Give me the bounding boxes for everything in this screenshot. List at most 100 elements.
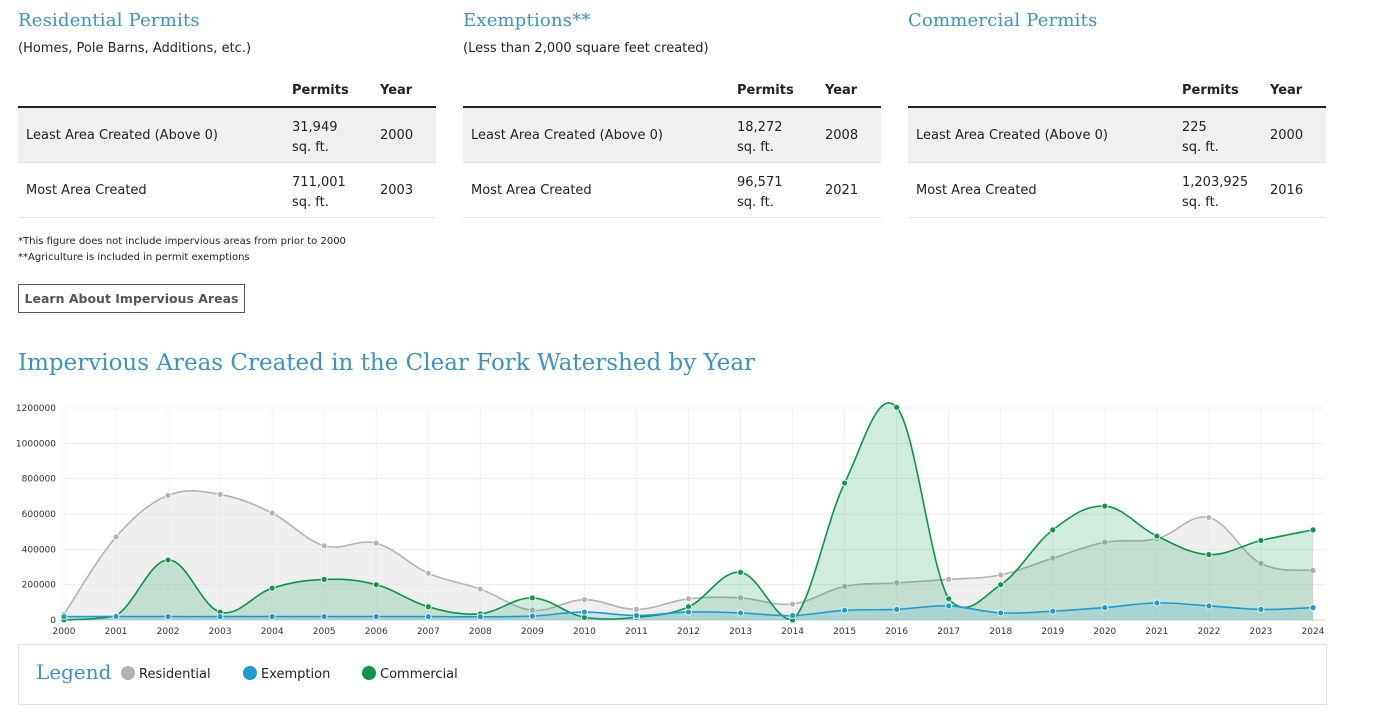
exemption-point xyxy=(216,613,224,621)
permits-unit: sq. ft. xyxy=(1182,140,1219,155)
row-permits: 96,571 sq. ft. xyxy=(737,173,783,213)
x-tick-label: 2008 xyxy=(469,627,492,637)
residential-point xyxy=(893,579,901,587)
residential-point xyxy=(1205,514,1213,521)
table-row: Least Area Created (Above 0) 225 sq. ft.… xyxy=(908,108,1326,163)
row-permits: 31,949 sq. ft. xyxy=(292,118,338,158)
table-row: Most Area Created 96,571 sq. ft. 2021 xyxy=(463,163,881,218)
residential-point xyxy=(216,490,224,498)
permits-unit: sq. ft. xyxy=(1182,195,1219,210)
row-label: Least Area Created (Above 0) xyxy=(471,128,663,143)
x-tick-label: 2020 xyxy=(1093,627,1116,637)
x-tick-label: 2012 xyxy=(677,627,700,637)
row-label: Most Area Created xyxy=(26,183,147,198)
row-label: Most Area Created xyxy=(916,183,1037,198)
x-tick-label: 2004 xyxy=(261,627,284,637)
x-tick-label: 2018 xyxy=(989,627,1012,637)
exemption-point xyxy=(997,609,1005,617)
commercial-point xyxy=(1153,532,1161,540)
exemption-point xyxy=(372,613,380,621)
axis-labels: 0 200000 400000 600000 800000 1000000 1200000 2… xyxy=(16,404,1325,637)
permits-table: Permits Year Least Area Created (Above 0… xyxy=(18,78,436,218)
table-header: Permits Year xyxy=(463,78,881,108)
legend-item-exemption[interactable]: Exemption xyxy=(243,666,330,682)
header-year: Year xyxy=(380,83,413,98)
exemption-point xyxy=(1257,605,1265,613)
exemption-point xyxy=(945,602,953,610)
grid-lines xyxy=(63,407,1325,624)
y-tick-label: 200000 xyxy=(22,581,57,591)
panel-title: Residential Permits xyxy=(18,10,200,31)
residential-point xyxy=(581,596,588,604)
permits-value: 1,203,925 xyxy=(1182,175,1249,190)
x-tick-label: 2010 xyxy=(573,627,596,637)
x-tick-label: 2000 xyxy=(53,627,76,637)
exemption-point xyxy=(112,613,120,620)
exemption-point xyxy=(581,608,588,616)
residential-point xyxy=(1101,538,1109,546)
header-year: Year xyxy=(825,83,858,98)
x-tick-label: 2007 xyxy=(417,627,440,637)
y-tick-label: 0 xyxy=(50,616,56,626)
exemption-point xyxy=(633,612,640,619)
exemption-point xyxy=(320,613,328,621)
residential-point xyxy=(112,533,120,541)
header-permits: Permits xyxy=(292,83,349,98)
row-year: 2008 xyxy=(825,128,859,143)
chart-title: Impervious Areas Created in the Clear Fo… xyxy=(18,350,756,376)
x-tick-label: 2003 xyxy=(209,627,232,637)
row-permits: 711,001 sq. ft. xyxy=(292,173,346,213)
x-tick-label: 2013 xyxy=(729,627,752,637)
residential-point xyxy=(1049,554,1057,562)
row-year: 2003 xyxy=(380,183,414,198)
commercial-point xyxy=(1205,551,1213,559)
residential-point xyxy=(372,539,380,547)
table-header: Permits Year xyxy=(908,78,1326,108)
commercial-point xyxy=(1257,537,1265,544)
residential-point xyxy=(789,600,796,608)
row-permits: 225 sq. ft. xyxy=(1182,118,1219,158)
residential-point xyxy=(685,595,692,603)
commercial-point xyxy=(268,584,276,592)
footnote-impervious: *This figure does not include impervious… xyxy=(18,236,346,247)
exemption-point xyxy=(164,613,172,621)
exemption-point xyxy=(685,608,692,616)
row-year: 2021 xyxy=(825,183,859,198)
commercial-point xyxy=(320,575,328,583)
exemption-point xyxy=(737,609,744,617)
legend-item-commercial[interactable]: Commercial xyxy=(362,666,458,682)
permits-value: 711,001 xyxy=(292,175,346,190)
exemption-point xyxy=(60,613,68,621)
permits-value: 18,272 xyxy=(737,120,783,135)
residential-point xyxy=(320,542,328,550)
permits-value: 96,571 xyxy=(737,175,783,190)
legend-dot-icon xyxy=(362,666,376,680)
commercial-point xyxy=(997,581,1005,589)
permits-table: Permits Year Least Area Created (Above 0… xyxy=(463,78,881,218)
exemption-point xyxy=(1049,607,1057,615)
permits-unit: sq. ft. xyxy=(737,140,774,155)
exemption-point xyxy=(476,613,484,621)
panel-subtitle: (Homes, Pole Barns, Additions, etc.) xyxy=(18,41,252,56)
x-tick-label: 2023 xyxy=(1250,627,1273,637)
panel-title: Commercial Permits xyxy=(908,10,1098,31)
commercial-point xyxy=(1049,526,1057,534)
header-permits: Permits xyxy=(1182,83,1239,98)
x-tick-label: 2006 xyxy=(365,627,388,637)
legend-label: Commercial xyxy=(380,667,458,682)
permits-unit: sq. ft. xyxy=(737,195,774,210)
commercial-point xyxy=(1309,526,1317,534)
x-tick-label: 2015 xyxy=(833,627,856,637)
x-tick-label: 2024 xyxy=(1302,627,1325,637)
x-tick-label: 2011 xyxy=(625,627,648,637)
header-year: Year xyxy=(1270,83,1303,98)
row-year: 2000 xyxy=(380,128,414,143)
legend-item-residential[interactable]: Residential xyxy=(121,666,211,682)
learn-about-impervious-areas-button[interactable]: Learn About Impervious Areas xyxy=(18,284,245,313)
commercial-point xyxy=(737,568,744,576)
row-year: 2000 xyxy=(1270,128,1304,143)
row-label: Most Area Created xyxy=(471,183,592,198)
impervious-area-chart: 0 200000 400000 600000 800000 1000000 1200000 2… xyxy=(16,402,1325,637)
exemption-point xyxy=(789,612,796,619)
table-row: Least Area Created (Above 0) 18,272 sq. … xyxy=(463,108,881,163)
